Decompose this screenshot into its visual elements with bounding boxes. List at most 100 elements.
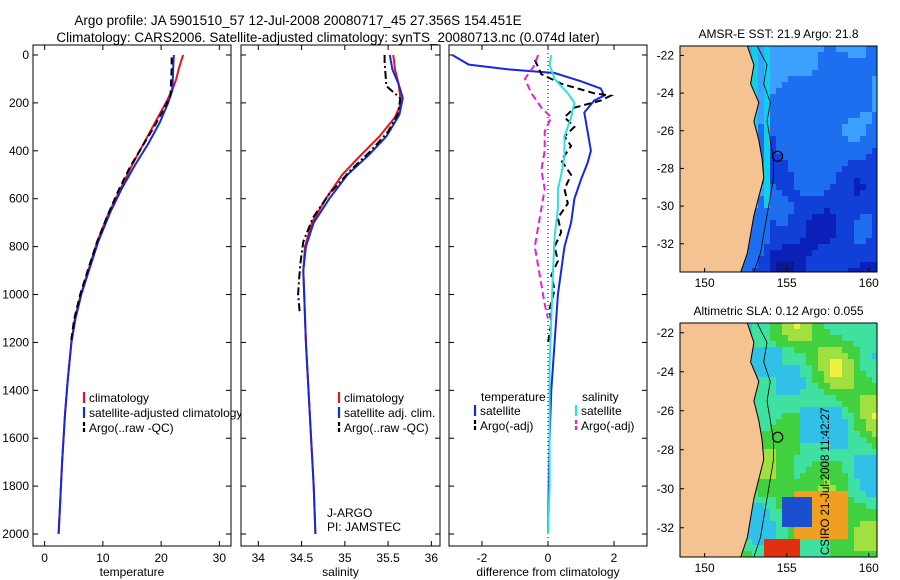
map-cell bbox=[788, 160, 795, 167]
map-cell bbox=[836, 515, 843, 522]
map-cell bbox=[758, 82, 765, 89]
map-cell bbox=[836, 329, 843, 336]
map-cell bbox=[866, 64, 873, 71]
map-cell bbox=[770, 359, 777, 366]
map-cell bbox=[824, 509, 831, 516]
map-cell bbox=[860, 413, 867, 420]
map-cell bbox=[830, 196, 837, 203]
map-cell bbox=[830, 347, 837, 354]
map-cell bbox=[848, 46, 855, 53]
map-cell bbox=[818, 130, 825, 137]
x-tick-label: 0 bbox=[41, 551, 48, 565]
map-cell bbox=[806, 515, 813, 522]
map-cell bbox=[830, 407, 837, 414]
map-cell bbox=[758, 94, 765, 101]
y-tick-label: 1000 bbox=[2, 288, 29, 302]
map-cell bbox=[764, 136, 771, 143]
map-cell bbox=[872, 256, 877, 263]
map-cell bbox=[782, 353, 789, 360]
map-cell bbox=[854, 503, 861, 510]
map-cell bbox=[824, 503, 831, 510]
map-cell bbox=[824, 479, 831, 486]
map-cell bbox=[824, 52, 831, 59]
map-cell bbox=[854, 449, 861, 456]
map-cell bbox=[866, 94, 873, 101]
map-cell bbox=[782, 341, 789, 348]
map-cell bbox=[830, 437, 837, 444]
map-cell bbox=[788, 124, 795, 131]
map-cell bbox=[866, 76, 873, 83]
map-cell bbox=[830, 58, 837, 65]
map-cell bbox=[782, 70, 789, 77]
map-cell bbox=[830, 172, 837, 179]
map-cell bbox=[824, 112, 831, 119]
map-cell bbox=[860, 202, 867, 209]
map-cell bbox=[854, 124, 861, 131]
map-cell bbox=[812, 503, 819, 510]
map-cell bbox=[794, 533, 801, 540]
map-cell bbox=[776, 485, 783, 492]
map-cell bbox=[770, 389, 777, 396]
map-cell bbox=[830, 491, 837, 498]
map-cell bbox=[854, 353, 861, 360]
map-cell bbox=[806, 539, 813, 546]
map-cell bbox=[800, 178, 807, 185]
map-cell bbox=[872, 371, 877, 378]
map-cell bbox=[800, 359, 807, 366]
map-cell bbox=[812, 515, 819, 522]
map-cell bbox=[866, 124, 873, 131]
map-cell bbox=[770, 503, 777, 510]
map-cell bbox=[800, 94, 807, 101]
map-cell bbox=[866, 521, 873, 528]
map-cell bbox=[812, 413, 819, 420]
map-cell bbox=[866, 202, 873, 209]
map-cell bbox=[794, 208, 801, 215]
map-cell bbox=[872, 329, 877, 336]
map-cell bbox=[770, 58, 777, 65]
map-cell bbox=[758, 52, 765, 59]
map-cell bbox=[782, 94, 789, 101]
map-cell bbox=[854, 389, 861, 396]
map-cell bbox=[770, 383, 777, 390]
map-cell bbox=[776, 64, 783, 71]
map-cell bbox=[770, 52, 777, 59]
map-cell bbox=[794, 178, 801, 185]
map-cell bbox=[776, 232, 783, 239]
map-cell bbox=[812, 491, 819, 498]
map-cell bbox=[842, 82, 849, 89]
map-cell bbox=[872, 365, 877, 372]
map-cell bbox=[872, 455, 877, 462]
map-cell bbox=[782, 413, 789, 420]
map-cell bbox=[758, 491, 765, 498]
map-cell bbox=[836, 413, 843, 420]
map-cell bbox=[746, 250, 753, 257]
map-cell bbox=[758, 226, 765, 233]
map-cell bbox=[788, 244, 795, 251]
map-cell bbox=[812, 136, 819, 143]
map-cell bbox=[866, 323, 873, 330]
map-cell bbox=[860, 443, 867, 450]
map-cell bbox=[776, 425, 783, 432]
map-cell bbox=[824, 226, 831, 233]
map-cell bbox=[782, 551, 789, 557]
map-cell bbox=[842, 341, 849, 348]
map-cell bbox=[806, 130, 813, 137]
map-cell bbox=[860, 449, 867, 456]
map-cell bbox=[860, 419, 867, 426]
map-cell bbox=[812, 419, 819, 426]
map-cell bbox=[812, 455, 819, 462]
map-cell bbox=[848, 485, 855, 492]
map-cell bbox=[848, 208, 855, 215]
map-cell bbox=[752, 521, 759, 528]
map-cell bbox=[782, 335, 789, 342]
map-cell bbox=[842, 244, 849, 251]
map-cell bbox=[794, 100, 801, 107]
map-cell bbox=[782, 88, 789, 95]
map-cell bbox=[782, 136, 789, 143]
map-cell bbox=[818, 455, 825, 462]
map-cell bbox=[788, 371, 795, 378]
map-cell bbox=[794, 395, 801, 402]
map-cell bbox=[788, 178, 795, 185]
map-cell bbox=[866, 401, 873, 408]
map-cell bbox=[824, 347, 831, 354]
